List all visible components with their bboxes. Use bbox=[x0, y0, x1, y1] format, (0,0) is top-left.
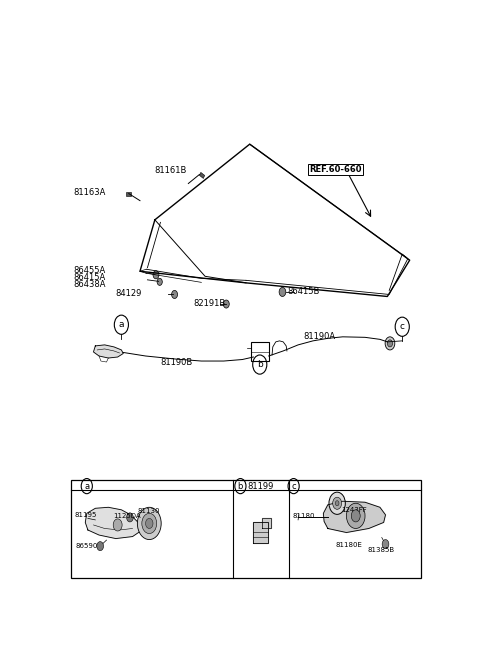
Text: a: a bbox=[84, 481, 89, 491]
Circle shape bbox=[172, 290, 178, 299]
Text: 86415B: 86415B bbox=[288, 287, 320, 296]
Text: c: c bbox=[291, 481, 296, 491]
Text: 81130: 81130 bbox=[137, 508, 160, 514]
Circle shape bbox=[97, 542, 104, 551]
Text: b: b bbox=[257, 360, 263, 369]
Text: 86415A: 86415A bbox=[73, 273, 105, 282]
Text: 81199: 81199 bbox=[248, 481, 274, 491]
Text: b: b bbox=[238, 481, 243, 491]
Text: 86455A: 86455A bbox=[73, 266, 105, 274]
Text: a: a bbox=[119, 320, 124, 329]
Circle shape bbox=[351, 510, 360, 522]
Circle shape bbox=[279, 288, 286, 297]
Text: 84129: 84129 bbox=[115, 290, 142, 299]
Circle shape bbox=[142, 514, 157, 534]
Text: 86590: 86590 bbox=[76, 542, 98, 549]
Circle shape bbox=[145, 518, 153, 529]
Circle shape bbox=[333, 497, 342, 510]
Text: REF.60-660: REF.60-660 bbox=[309, 165, 362, 174]
Circle shape bbox=[387, 340, 393, 347]
Text: 81161B: 81161B bbox=[155, 166, 187, 176]
Circle shape bbox=[223, 300, 229, 308]
Bar bbox=[200, 172, 204, 178]
Text: c: c bbox=[400, 322, 405, 331]
Circle shape bbox=[347, 503, 365, 529]
Circle shape bbox=[329, 492, 345, 514]
Text: 81190A: 81190A bbox=[304, 332, 336, 341]
Text: 81385B: 81385B bbox=[367, 547, 395, 553]
Text: 1125DA: 1125DA bbox=[113, 513, 141, 519]
Circle shape bbox=[382, 540, 389, 549]
Circle shape bbox=[137, 507, 161, 540]
Bar bbox=[251, 342, 269, 361]
Polygon shape bbox=[253, 523, 268, 542]
Bar bbox=[71, 479, 421, 578]
Circle shape bbox=[335, 500, 339, 506]
Text: 81180: 81180 bbox=[292, 514, 315, 519]
Circle shape bbox=[157, 278, 162, 286]
Polygon shape bbox=[85, 507, 140, 538]
Polygon shape bbox=[262, 518, 271, 529]
Circle shape bbox=[385, 337, 395, 350]
Text: 81190B: 81190B bbox=[160, 358, 192, 367]
Bar bbox=[126, 191, 131, 196]
Text: 81163A: 81163A bbox=[73, 187, 106, 196]
Text: 86438A: 86438A bbox=[73, 280, 106, 289]
Text: 81195: 81195 bbox=[74, 512, 96, 518]
Text: 82191B: 82191B bbox=[193, 299, 226, 308]
Circle shape bbox=[153, 271, 159, 279]
Text: 1243FF: 1243FF bbox=[341, 507, 367, 513]
Polygon shape bbox=[324, 501, 385, 533]
Text: 81180E: 81180E bbox=[335, 542, 362, 548]
Circle shape bbox=[113, 519, 122, 531]
Circle shape bbox=[127, 513, 133, 522]
Polygon shape bbox=[94, 345, 123, 358]
